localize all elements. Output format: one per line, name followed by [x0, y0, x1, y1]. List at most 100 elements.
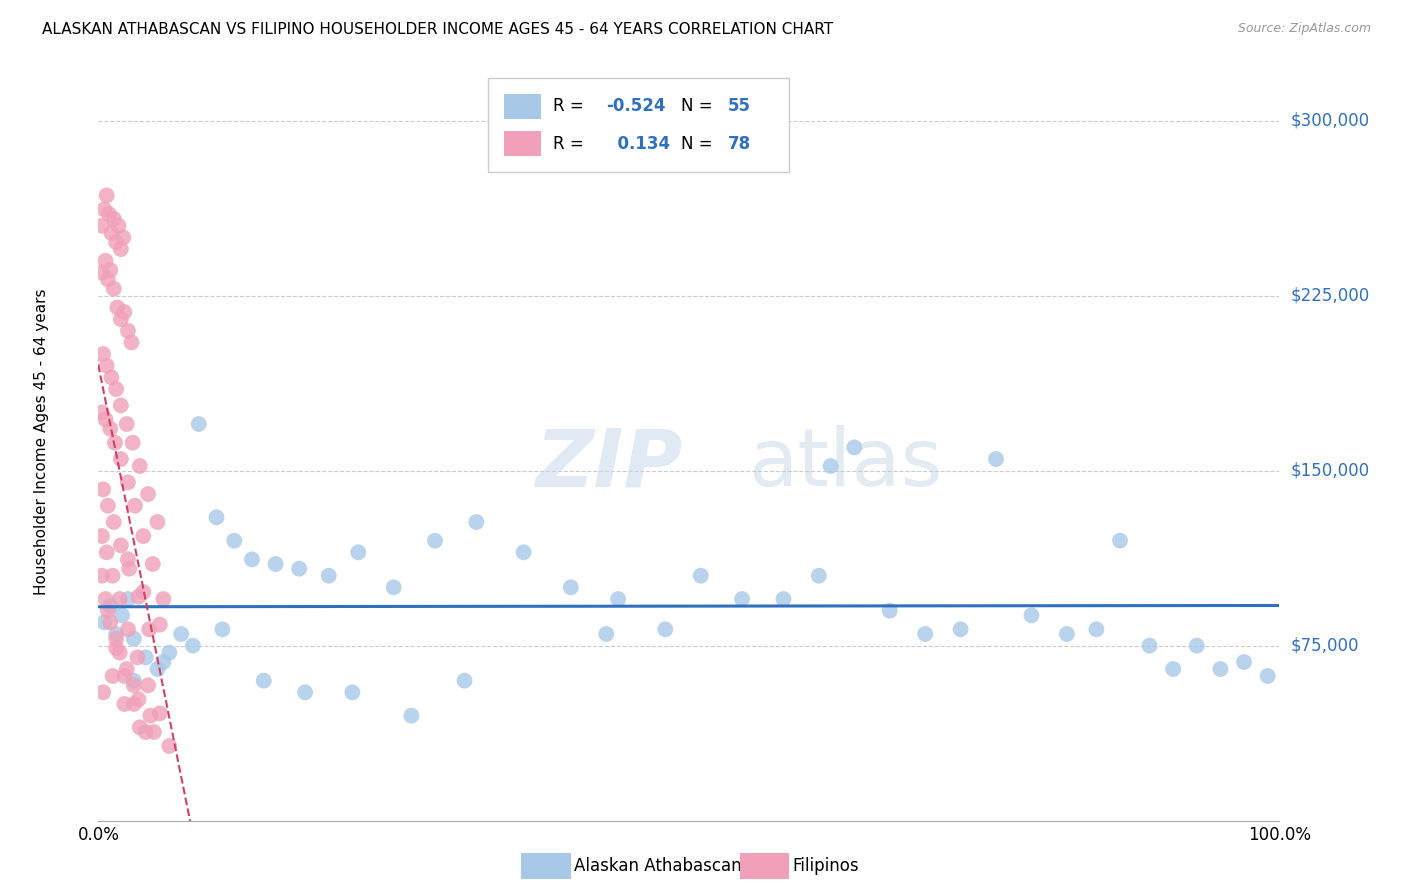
Point	[91, 529, 114, 543]
Text: ALASKAN ATHABASCAN VS FILIPINO HOUSEHOLDER INCOME AGES 45 - 64 YEARS CORRELATION: ALASKAN ATHABASCAN VS FILIPINO HOUSEHOLD…	[42, 22, 834, 37]
Point	[128, 692, 150, 706]
Text: ZIP: ZIP	[536, 425, 683, 503]
Point	[122, 632, 145, 646]
Point	[91, 568, 114, 582]
Point	[224, 533, 246, 548]
Point	[101, 669, 124, 683]
Point	[94, 412, 117, 426]
Point	[1257, 669, 1279, 683]
Point	[122, 697, 145, 711]
Point	[94, 253, 117, 268]
Point	[108, 592, 131, 607]
Point	[91, 405, 114, 419]
Point	[253, 673, 276, 688]
Point	[115, 417, 138, 431]
Point	[98, 615, 121, 630]
Point	[103, 211, 125, 226]
Point	[121, 435, 143, 450]
Point	[607, 592, 630, 607]
FancyBboxPatch shape	[522, 854, 571, 879]
Point	[117, 475, 139, 490]
Point	[914, 627, 936, 641]
Point	[91, 265, 114, 279]
Point	[240, 552, 263, 566]
FancyBboxPatch shape	[488, 78, 789, 172]
Point	[118, 562, 141, 576]
Text: N =: N =	[681, 135, 717, 153]
Point	[149, 706, 172, 721]
Text: 55: 55	[728, 97, 751, 115]
Point	[91, 219, 114, 233]
Point	[820, 458, 842, 473]
Point	[110, 398, 132, 412]
Point	[146, 515, 169, 529]
Point	[288, 562, 311, 576]
Point	[117, 324, 139, 338]
Text: atlas: atlas	[748, 425, 942, 503]
Point	[108, 646, 131, 660]
FancyBboxPatch shape	[740, 854, 789, 879]
Point	[157, 739, 180, 753]
Point	[1233, 655, 1256, 669]
Point	[96, 545, 118, 559]
Point	[1056, 627, 1078, 641]
Point	[1161, 662, 1184, 676]
Text: R =: R =	[553, 97, 589, 115]
Point	[401, 708, 423, 723]
Point	[111, 608, 134, 623]
Point	[110, 312, 132, 326]
Point	[149, 617, 172, 632]
Point	[879, 604, 901, 618]
Point	[1085, 623, 1108, 637]
Point	[1021, 608, 1043, 623]
Point	[127, 650, 149, 665]
Point	[181, 639, 204, 653]
Text: $300,000: $300,000	[1291, 112, 1369, 129]
Text: Source: ZipAtlas.com: Source: ZipAtlas.com	[1237, 22, 1371, 36]
Point	[122, 678, 145, 692]
Point	[844, 441, 866, 455]
Point	[1139, 639, 1161, 653]
Point	[128, 458, 150, 473]
Point	[105, 235, 128, 249]
Point	[128, 720, 150, 734]
Point	[654, 623, 676, 637]
Point	[105, 301, 128, 315]
Point	[110, 538, 132, 552]
Text: Alaskan Athabascans: Alaskan Athabascans	[575, 857, 751, 875]
Point	[97, 272, 120, 286]
Text: 78: 78	[728, 135, 751, 153]
Point	[97, 499, 120, 513]
Point	[347, 545, 370, 559]
Point	[807, 568, 830, 582]
Point	[170, 627, 193, 641]
Point	[136, 487, 159, 501]
Point	[91, 685, 114, 699]
Point	[146, 662, 169, 676]
Point	[98, 599, 121, 613]
Point	[104, 435, 127, 450]
Text: Filipinos: Filipinos	[793, 857, 859, 875]
Point	[136, 678, 159, 692]
Point	[100, 226, 122, 240]
Point	[128, 590, 150, 604]
Point	[98, 207, 121, 221]
Point	[107, 219, 129, 233]
Point	[103, 515, 125, 529]
Point	[132, 585, 155, 599]
Point	[124, 499, 146, 513]
Point	[112, 697, 135, 711]
Point	[560, 580, 582, 594]
Point	[121, 335, 143, 350]
Point	[91, 483, 114, 497]
Point	[98, 263, 121, 277]
Text: $150,000: $150,000	[1291, 462, 1369, 480]
Point	[211, 623, 233, 637]
Point	[132, 529, 155, 543]
Point	[115, 662, 138, 676]
Point	[139, 708, 162, 723]
Point	[93, 202, 115, 217]
Point	[122, 673, 145, 688]
Text: N =: N =	[681, 97, 717, 115]
Point	[96, 359, 118, 373]
